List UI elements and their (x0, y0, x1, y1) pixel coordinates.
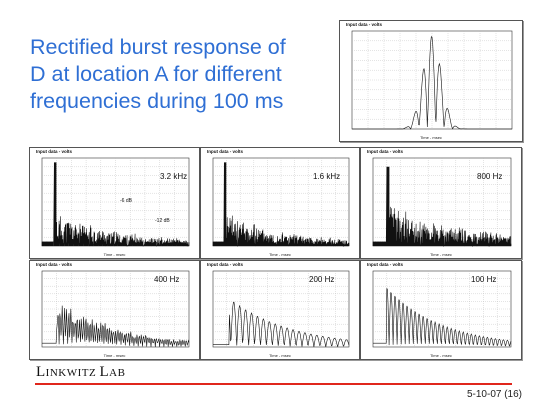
waveform-trace (42, 305, 190, 348)
grid (352, 31, 512, 129)
freq-label: 100 Hz (471, 275, 497, 284)
grid (42, 271, 189, 347)
plot-3-2khz: Input data - volts 3.2 kHz -6 dB -12 dB … (29, 147, 200, 259)
plot-400hz-graph (41, 270, 190, 348)
accent-rule (35, 383, 512, 385)
slide-title: Rectified burst response of D at locatio… (30, 34, 330, 115)
logo-letter-l: L (36, 364, 46, 380)
burst-plot: Input data - volts Time - msec (339, 20, 523, 142)
level-note-6db: -6 dB (120, 198, 132, 204)
waveform-trace (212, 162, 350, 248)
plot-xlabel: Time - msec (430, 252, 452, 257)
logo-text-ab: AB (109, 367, 126, 379)
plot-title: Input data - volts (207, 262, 243, 267)
grid (42, 158, 189, 246)
plot-xlabel: Time - msec (430, 353, 452, 358)
plot-200hz-graph (212, 270, 350, 348)
logo-letter-l2: L (99, 364, 110, 380)
freq-label: 1.6 kHz (313, 172, 341, 181)
grid (373, 158, 511, 246)
waveform-trace (41, 162, 190, 247)
freq-label: 800 Hz (477, 172, 503, 181)
waveform-trace (372, 166, 512, 248)
level-note-12db: -12 dB (155, 218, 170, 224)
title-line-2: D at location A for different (30, 62, 282, 86)
plot-title: Input data - volts (207, 149, 243, 154)
title-line-3: frequencies during 100 ms (30, 89, 284, 113)
waveform-trace (213, 301, 350, 347)
plot-200hz: Input data - volts 200 Hz Time - msec (200, 260, 360, 360)
plot-400hz: Input data - volts 400 Hz Time - msec (29, 260, 200, 360)
plot-1-6khz-graph (212, 157, 350, 248)
logo-text-inkwitz: INKWITZ (45, 367, 100, 379)
plot-title: Input data - volts (36, 262, 72, 267)
slide-footer: 5-10-07 (16) (466, 389, 522, 400)
plot-title: Input data - volts (367, 149, 403, 154)
waveform-trace (373, 288, 512, 347)
plot-1-6khz: Input data - volts 1.6 kHz Time - msec (200, 147, 360, 259)
lab-logo: LINKWITZ LAB (36, 364, 125, 381)
plot-xlabel: Time - msec (269, 353, 291, 358)
burst-plot-title: Input data - volts (346, 22, 382, 27)
plot-xlabel: Time - msec (103, 353, 126, 358)
plot-800hz: Input data - volts 800 Hz Time - msec (360, 147, 522, 259)
plot-3-2khz-graph (41, 157, 190, 247)
plot-xlabel: Time - msec (103, 252, 126, 257)
plot-100hz: Input data - volts 100 Hz Time - msec (360, 260, 522, 360)
plot-xlabel: Time - msec (269, 252, 291, 257)
title-line-1: Rectified burst response of (30, 35, 286, 59)
burst-plot-graph (351, 30, 513, 130)
freq-label: 200 Hz (309, 275, 335, 284)
burst-plot-xlabel: Time - msec (420, 135, 442, 140)
waveform-trace (352, 36, 512, 130)
freq-label: 3.2 kHz (160, 172, 188, 181)
plot-title: Input data - volts (36, 149, 72, 154)
plot-title: Input data - volts (367, 262, 403, 267)
plot-100hz-graph (372, 270, 512, 348)
freq-label: 400 Hz (154, 275, 180, 284)
plot-800hz-graph (372, 157, 512, 248)
